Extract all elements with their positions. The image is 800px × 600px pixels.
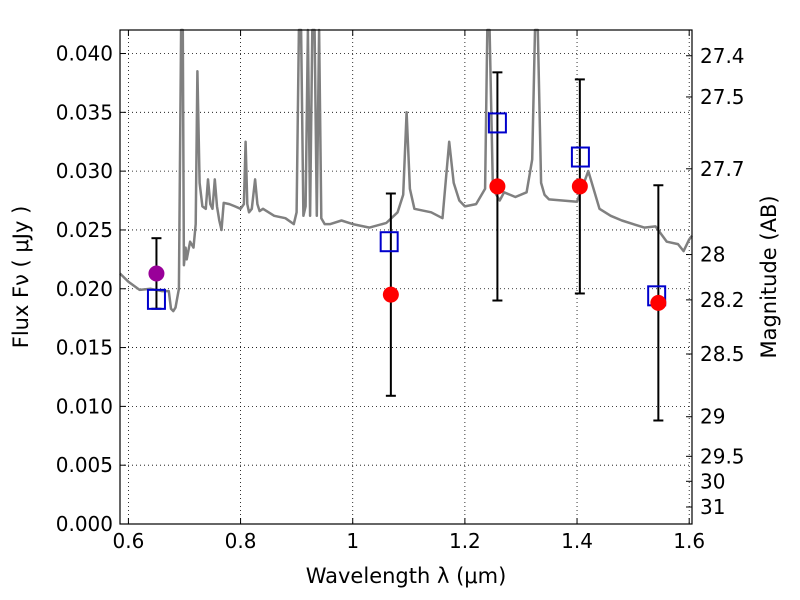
y-tick-label: 0.020 bbox=[56, 277, 113, 301]
magnitude-tick-label: 29 bbox=[700, 405, 725, 429]
magnitude-tick-label: 31 bbox=[700, 495, 725, 519]
magnitude-tick-label: 29.5 bbox=[700, 444, 745, 468]
y-tick-label: 0.035 bbox=[56, 100, 113, 124]
x-tick-label: 1.6 bbox=[673, 529, 705, 553]
magnitude-tick-label: 30 bbox=[700, 469, 725, 493]
x-axis-label: Wavelength λ (μm) bbox=[306, 564, 507, 588]
y-tick-label: 0.010 bbox=[56, 394, 113, 418]
x-tick-label: 0.8 bbox=[225, 529, 257, 553]
observed-data-point bbox=[571, 178, 588, 195]
magnitude-tick-label: 28.5 bbox=[700, 342, 745, 366]
y-tick-label: 0.040 bbox=[56, 42, 113, 66]
observed-data-point bbox=[489, 178, 506, 195]
x-tick-label: 0.6 bbox=[113, 529, 145, 553]
y-tick-label: 0.000 bbox=[56, 512, 113, 536]
magnitude-tick-label: 28.2 bbox=[700, 288, 745, 312]
grid-lines bbox=[120, 30, 692, 524]
plot-area bbox=[119, 28, 693, 422]
observed-data-point bbox=[650, 294, 667, 311]
model-photometry-square bbox=[570, 146, 590, 168]
magnitude-tick-label: 27.7 bbox=[700, 157, 745, 181]
magnitude-tick-label: 27.5 bbox=[700, 85, 745, 109]
x-tick-label: 1.2 bbox=[449, 529, 481, 553]
model-photometry-square bbox=[146, 288, 166, 310]
axis-ticks: 0.6 0.8 1 1.2 1.4 1.6 0.000 0.005 0.010 0.015 0.02… bbox=[56, 30, 745, 553]
model-photometry-square bbox=[379, 231, 399, 253]
y-axis-label: Flux Fν ( μJy ) bbox=[9, 206, 33, 349]
y-tick-label: 0.030 bbox=[56, 159, 113, 183]
y-tick-label: 0.005 bbox=[56, 453, 113, 477]
plot-frame bbox=[119, 29, 693, 525]
model-spectrum-line bbox=[119, 28, 693, 313]
optical-data-point bbox=[148, 265, 165, 282]
y-tick-label: 0.015 bbox=[56, 336, 113, 360]
y-axis-right-label: Magnitude (AB) bbox=[757, 195, 781, 358]
x-tick-label: 1.4 bbox=[561, 529, 593, 553]
x-tick-label: 1 bbox=[346, 529, 359, 553]
y-tick-label: 0.025 bbox=[56, 218, 113, 242]
magnitude-tick-label: 27.4 bbox=[700, 44, 745, 68]
model-photometry-square bbox=[487, 112, 507, 134]
magnitude-tick-label: 28 bbox=[700, 243, 725, 267]
observed-data-point bbox=[382, 286, 399, 303]
